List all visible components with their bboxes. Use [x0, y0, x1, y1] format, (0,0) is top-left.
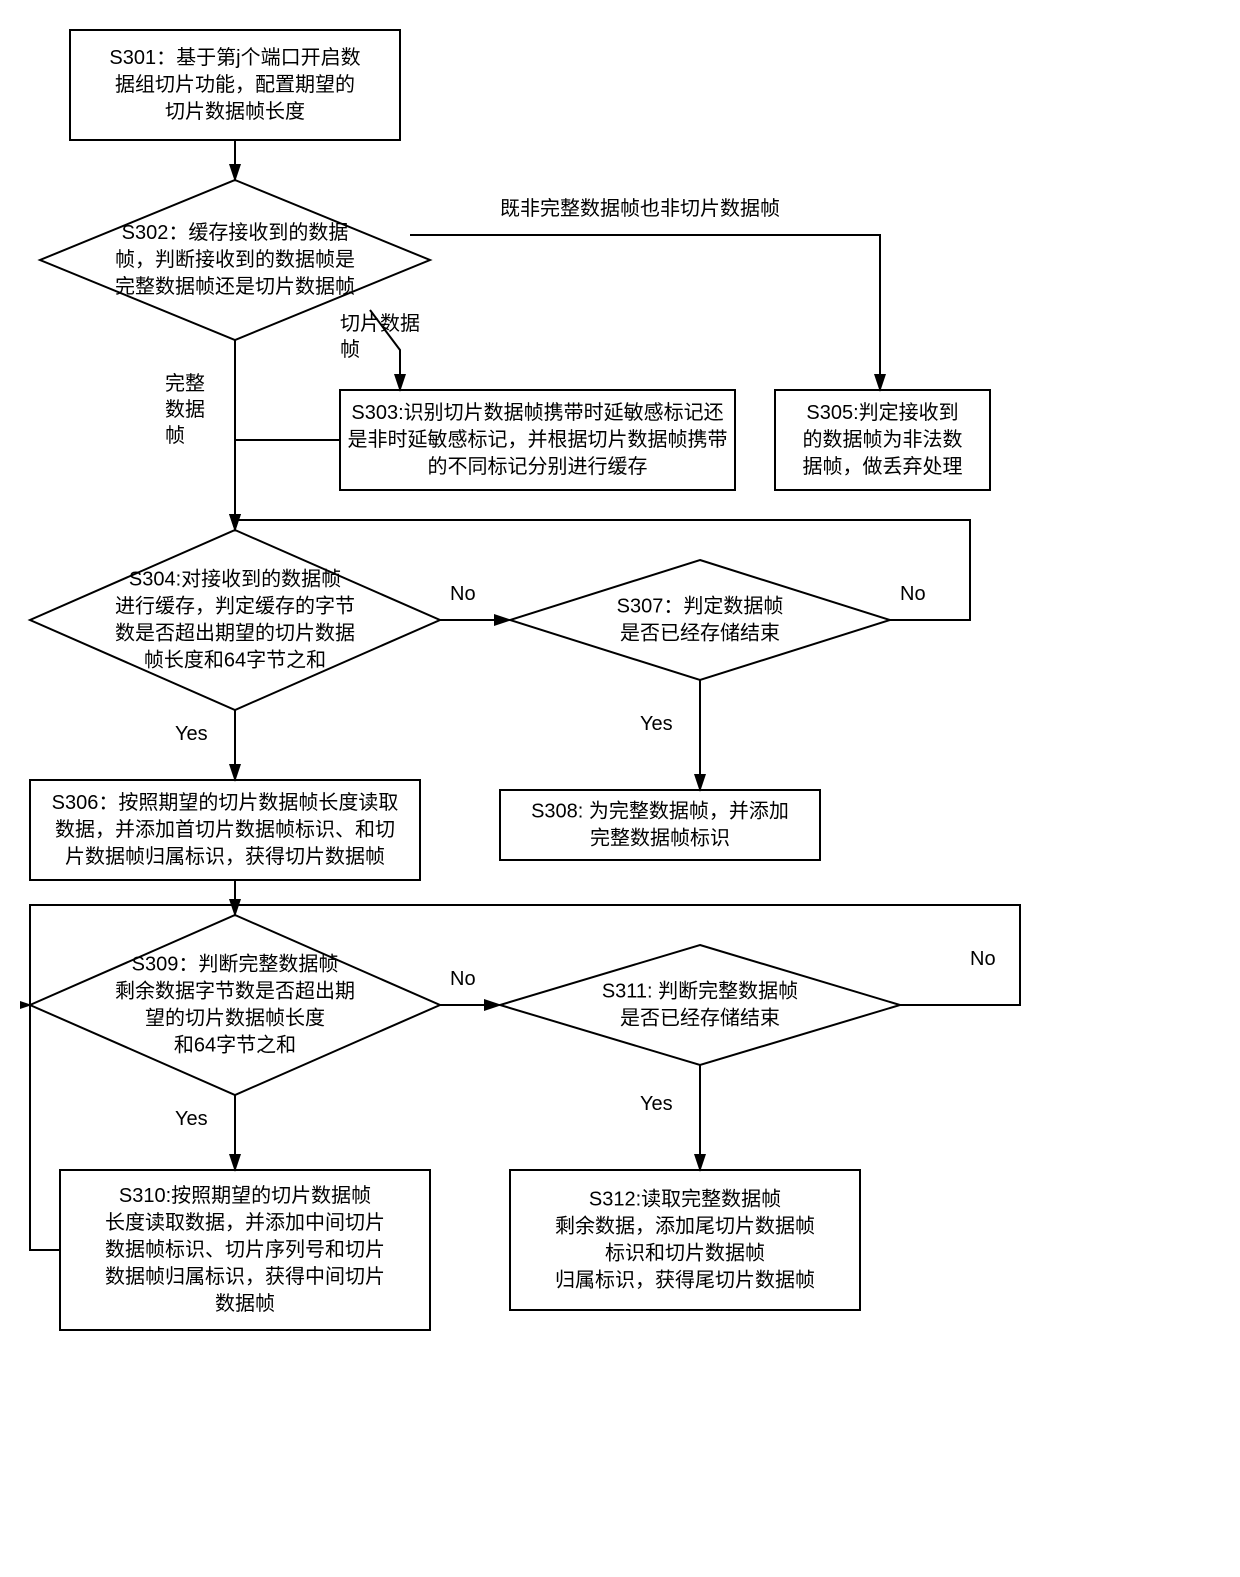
- svg-text:S301：基于第j个端口开启数据组切片功能，配置期望的切片数: S301：基于第j个端口开启数据组切片功能，配置期望的切片数据帧长度: [109, 46, 360, 123]
- edge-label: No: [970, 948, 996, 970]
- s306-node: S306：按照期望的切片数据帧长度读取数据，并添加首切片数据帧标识、和切片数据帧…: [30, 780, 420, 880]
- svg-text:S302：缓存接收到的数据帧，判断接收到的数据帧是完整数据帧: S302：缓存接收到的数据帧，判断接收到的数据帧是完整数据帧还是切片数据帧: [115, 221, 355, 298]
- s304-node: S304:对接收到的数据帧进行缓存，判定缓存的字节数是否超出期望的切片数据帧长度…: [30, 530, 440, 710]
- edge-label: No: [900, 583, 926, 605]
- s312-node: S312:读取完整数据帧剩余数据，添加尾切片数据帧标识和切片数据帧归属标识，获得…: [510, 1170, 860, 1310]
- edge: [410, 235, 880, 390]
- edge-label: No: [450, 968, 476, 990]
- edge-label: 切片数据帧: [340, 312, 420, 361]
- svg-text:S312:读取完整数据帧剩余数据，添加尾切片数据帧标识和切片: S312:读取完整数据帧剩余数据，添加尾切片数据帧标识和切片数据帧归属标识，获得…: [555, 1188, 815, 1292]
- edge-label: Yes: [640, 713, 673, 735]
- edge-label: 完整数据帧: [165, 372, 205, 447]
- edge-label: Yes: [175, 1108, 208, 1130]
- s309-node: S309：判断完整数据帧剩余数据字节数是否超出期望的切片数据帧长度和64字节之和: [30, 915, 440, 1095]
- edge-label: 既非完整数据帧也非切片数据帧: [500, 197, 780, 220]
- s303-node: S303:识别切片数据帧携带时延敏感标记还是非时延敏感标记，并根据切片数据帧携带…: [340, 390, 735, 490]
- flowchart-diagram: S301：基于第j个端口开启数据组切片功能，配置期望的切片数据帧长度 S302：缓…: [20, 20, 1240, 1557]
- svg-text:S305:判定接收到的数据帧为非法数据帧，做丢弃处理: S305:判定接收到的数据帧为非法数据帧，做丢弃处理: [803, 401, 963, 478]
- svg-text:S304:对接收到的数据帧进行缓存，判定缓存的字节数是否超出: S304:对接收到的数据帧进行缓存，判定缓存的字节数是否超出期望的切片数据帧长度…: [115, 568, 355, 672]
- svg-text:S310:按照期望的切片数据帧长度读取数据，并添加中间切片数: S310:按照期望的切片数据帧长度读取数据，并添加中间切片数据帧标识、切片序列号…: [105, 1184, 385, 1315]
- svg-text:S311: 判断完整数据帧是否已经存储结束: S311: 判断完整数据帧是否已经存储结束: [602, 980, 798, 1030]
- s311-node: S311: 判断完整数据帧是否已经存储结束: [500, 945, 900, 1065]
- edge-label: Yes: [175, 723, 208, 745]
- svg-text:S309：判断完整数据帧剩余数据字节数是否超出期望的切片数据: S309：判断完整数据帧剩余数据字节数是否超出期望的切片数据帧长度和64字节之和: [115, 953, 355, 1057]
- s308-node: S308: 为完整数据帧，并添加完整数据帧标识: [500, 790, 820, 860]
- svg-text:S303:识别切片数据帧携带时延敏感标记还是非时延敏感标记，: S303:识别切片数据帧携带时延敏感标记还是非时延敏感标记，并根据切片数据帧携带…: [348, 401, 728, 478]
- edge: [30, 1005, 60, 1250]
- s305-node: S305:判定接收到的数据帧为非法数据帧，做丢弃处理: [775, 390, 990, 490]
- edge-label: Yes: [640, 1093, 673, 1115]
- svg-text:S308: 为完整数据帧，并添加完整数据帧标识: S308: 为完整数据帧，并添加完整数据帧标识: [531, 800, 789, 850]
- s307-node: S307：判定数据帧是否已经存储结束: [510, 560, 890, 680]
- s301-node: S301：基于第j个端口开启数据组切片功能，配置期望的切片数据帧长度: [70, 30, 400, 140]
- svg-text:S306：按照期望的切片数据帧长度读取数据，并添加首切片数据: S306：按照期望的切片数据帧长度读取数据，并添加首切片数据帧标识、和切片数据帧…: [52, 791, 399, 868]
- svg-text:S307：判定数据帧是否已经存储结束: S307：判定数据帧是否已经存储结束: [617, 595, 784, 645]
- edge-label: No: [450, 583, 476, 605]
- s310-node: S310:按照期望的切片数据帧长度读取数据，并添加中间切片数据帧标识、切片序列号…: [60, 1170, 430, 1330]
